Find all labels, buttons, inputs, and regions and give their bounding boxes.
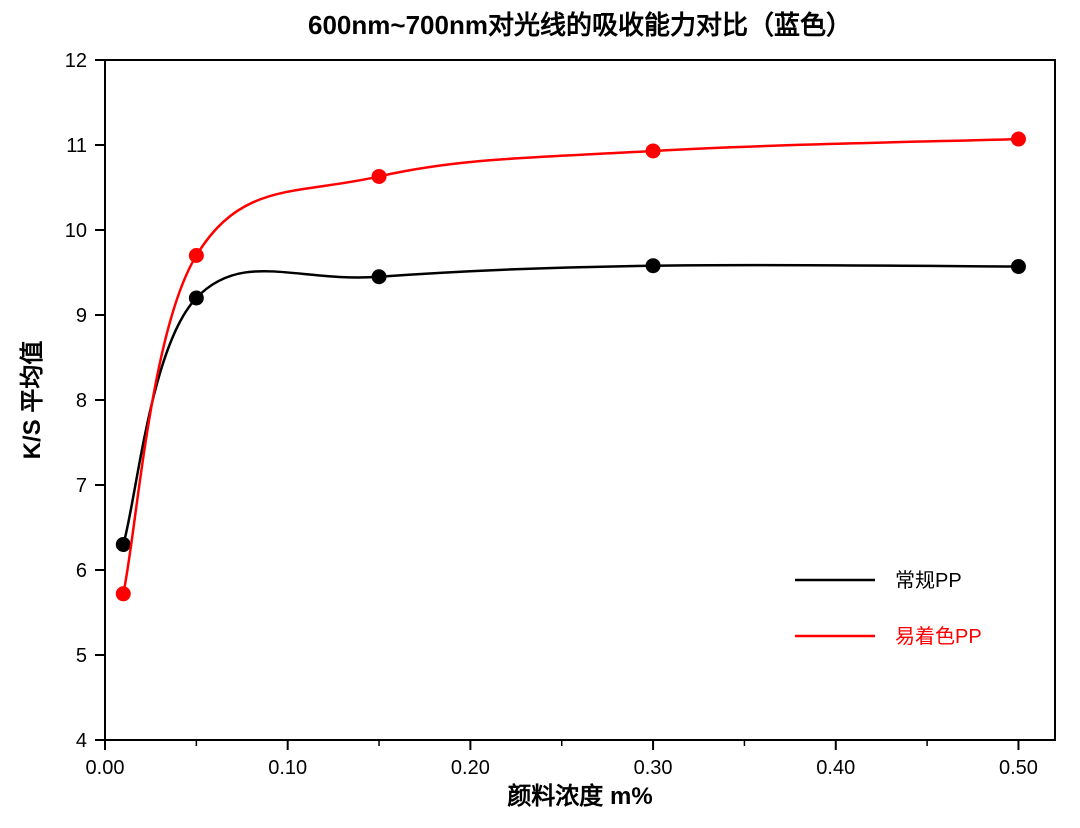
x-tick-label: 0.10 — [268, 757, 307, 779]
legend-label-1: 易着色PP — [895, 625, 982, 648]
x-tick-label: 0.40 — [816, 757, 855, 779]
series-marker-1-3 — [646, 144, 660, 158]
y-tick-label: 12 — [65, 50, 87, 72]
y-tick-label: 6 — [76, 560, 87, 582]
chart-title: 600nm~700nm对光线的吸收能力对比（蓝色） — [308, 10, 852, 40]
series-line-1 — [123, 139, 1018, 594]
series-line-0 — [123, 265, 1018, 544]
x-axis-label: 颜料浓度 m% — [507, 782, 652, 810]
x-tick-label: 0.50 — [999, 757, 1038, 779]
series-marker-0-4 — [1011, 260, 1025, 274]
chart-svg: 600nm~700nm对光线的吸收能力对比（蓝色） 0.00 0.10 0.20 0.3… — [0, 0, 1080, 828]
y-tick-label: 4 — [76, 730, 87, 752]
y-tick-label: 9 — [76, 305, 87, 327]
series-marker-1-0 — [116, 587, 130, 601]
series-marker-0-1 — [189, 291, 203, 305]
series-marker-0-0 — [116, 538, 130, 552]
y-tick-label: 10 — [65, 220, 87, 242]
series-marker-1-2 — [372, 169, 386, 183]
y-axis-label: K/S 平均值 — [18, 341, 46, 460]
y-tick-label: 11 — [66, 135, 87, 157]
x-tick-label: 0.30 — [634, 757, 673, 779]
series-marker-0-3 — [646, 259, 660, 273]
series-marker-0-2 — [372, 270, 386, 284]
chart-container: 600nm~700nm对光线的吸收能力对比（蓝色） 0.00 0.10 0.20 0.3… — [0, 0, 1080, 828]
y-tick-label: 8 — [76, 390, 87, 412]
series-marker-1-4 — [1011, 132, 1025, 146]
series-marker-1-1 — [189, 249, 203, 263]
x-tick-label: 0.20 — [451, 757, 490, 779]
y-tick-label: 7 — [76, 475, 87, 497]
legend-label-0: 常规PP — [895, 569, 962, 592]
y-tick-label: 5 — [76, 645, 87, 667]
x-tick-label: 0.00 — [86, 757, 125, 779]
